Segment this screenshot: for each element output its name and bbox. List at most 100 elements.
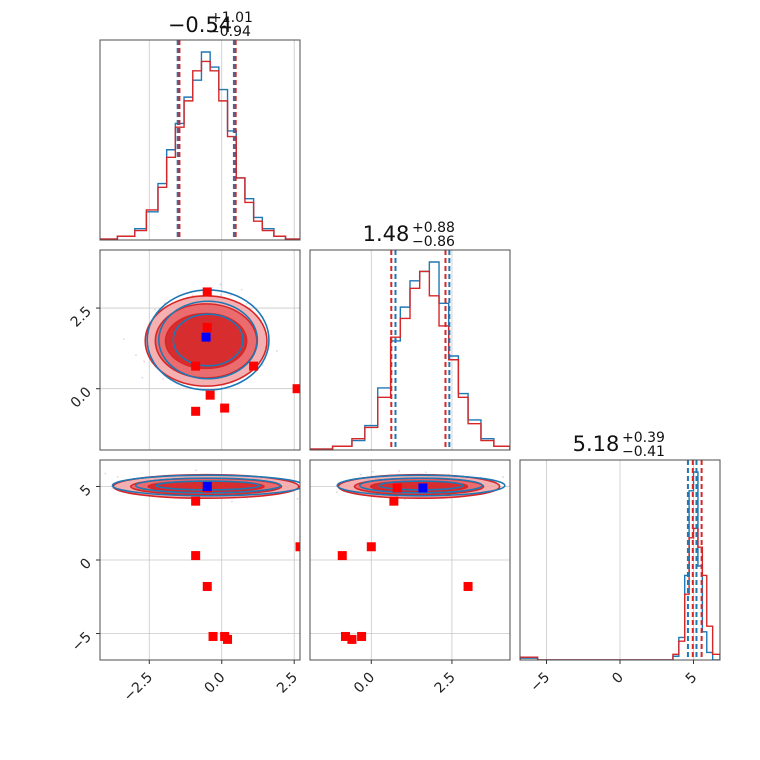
histogram-blue <box>100 51 300 240</box>
x-tick-label-param-3-2: 5 <box>683 670 701 688</box>
scatter-point <box>240 288 243 291</box>
title-param-2-median: 1.48 <box>363 222 410 246</box>
scatter-point <box>104 472 107 475</box>
x-tick-label-param-1-0: −2.5 <box>121 670 156 705</box>
contour-line-blue-1 <box>134 477 282 494</box>
scatter-point <box>111 487 114 490</box>
scatter-point <box>424 471 427 474</box>
title-param-2-minus: −0.86 <box>412 234 455 250</box>
scatter-point <box>296 497 299 500</box>
scatter-point <box>502 476 504 479</box>
scatter-point <box>143 360 146 363</box>
marker-red-2 <box>366 542 376 552</box>
histogram-red <box>310 270 510 450</box>
marker-blue-0 <box>201 332 211 342</box>
marker-red-3 <box>340 631 350 641</box>
joint-panel-param-2-vs-3 <box>310 460 510 660</box>
scatter-point <box>116 475 119 478</box>
marker-red-1 <box>337 551 347 561</box>
title-param-3-plus: +0.39 <box>622 430 665 446</box>
title-param-3-minus: −0.41 <box>622 444 665 460</box>
title-param-1-median: −0.54 <box>168 13 232 37</box>
scatter-point <box>229 294 232 297</box>
x-tick-label-param-3-1: 0 <box>609 670 627 688</box>
scatter-point <box>398 470 400 472</box>
marker-blue-0 <box>202 481 212 491</box>
x-tick-label-param-1-1: 0.0 <box>202 670 229 697</box>
marker-red-7 <box>392 483 402 493</box>
marker-red-7 <box>202 322 212 332</box>
marker-red-6 <box>292 384 300 394</box>
marker-red-1 <box>191 551 201 561</box>
scatter-point <box>276 350 278 352</box>
marker-red-1 <box>191 361 201 371</box>
marker-red-2 <box>202 581 212 591</box>
marker-red-4 <box>347 634 357 644</box>
marker-red-2 <box>205 390 215 400</box>
title-param-2-plus: +0.88 <box>412 220 455 236</box>
marginal-panel-param-1 <box>100 40 300 240</box>
scatter-point <box>194 469 197 472</box>
scatter-point <box>403 498 406 501</box>
marker-red-5 <box>249 361 259 371</box>
scatter-point <box>231 500 233 503</box>
title-param-3-median: 5.18 <box>573 432 620 456</box>
marginal-panel-param-2 <box>310 250 510 450</box>
frame-00 <box>99 39 301 241</box>
scatter-point <box>135 354 137 357</box>
scatter-point <box>245 303 248 305</box>
y-tick-label-param-3-2: 5 <box>77 482 95 500</box>
histogram-red <box>520 527 720 660</box>
x-tick-label-param-1-2: 2.5 <box>274 670 301 697</box>
y-tick-label-param-2-0: 0.0 <box>68 384 95 411</box>
scatter-point <box>93 484 95 486</box>
y-tick-label-param-3-1: 0 <box>77 556 95 574</box>
scatter-point <box>122 338 125 341</box>
marker-red-3 <box>191 406 201 416</box>
scatter-point <box>329 475 331 477</box>
marker-red-6 <box>463 581 473 591</box>
contour-line-blue-0 <box>172 313 244 367</box>
joint-panel-param-1-vs-3 <box>93 460 331 660</box>
frame-21 <box>309 459 511 661</box>
marker-red-5 <box>357 631 367 641</box>
title-param-3: 5.18 <box>573 432 620 456</box>
marker-red-0 <box>389 496 399 506</box>
joint-panel-param-1-vs-2 <box>100 250 300 450</box>
contour-line-blue-1 <box>158 300 259 380</box>
frame-11 <box>309 249 511 451</box>
scatter-point <box>219 294 222 296</box>
marginal-panel-param-3 <box>520 460 720 660</box>
marker-red-7 <box>295 542 300 552</box>
marker-red-3 <box>208 631 218 641</box>
contour-line-blue-2 <box>111 474 300 497</box>
x-tick-label-param-3-0: −5 <box>527 670 553 696</box>
contour-line-blue-1 <box>358 477 484 494</box>
marker-red-0 <box>191 496 201 506</box>
title-param-1-plus: +1.01 <box>210 10 253 26</box>
marker-red-5 <box>223 634 233 644</box>
scatter-point <box>335 491 338 494</box>
scatter-point <box>323 477 325 479</box>
scatter-point <box>162 377 164 380</box>
histogram-red <box>100 60 300 240</box>
scatter-point <box>191 294 194 297</box>
scatter-point <box>359 473 362 476</box>
y-tick-label-param-2-1: 2.5 <box>68 304 95 331</box>
marker-blue-0 <box>418 483 428 493</box>
scatter-point <box>219 283 222 286</box>
x-tick-label-param-2-1: 2.5 <box>432 670 459 697</box>
scatter-point <box>141 376 144 379</box>
scatter-point <box>154 308 156 311</box>
marker-red-0 <box>202 287 212 297</box>
x-tick-label-param-2-0: 0.0 <box>351 670 378 697</box>
frame-10 <box>99 249 301 451</box>
marker-red-4 <box>220 403 230 413</box>
scatter-point <box>371 470 374 473</box>
y-tick-label-param-3-0: −5 <box>69 629 95 655</box>
contour-line-blue-2 <box>336 474 506 497</box>
title-param-2: 1.48 <box>363 222 410 246</box>
title-param-1-minus: −0.94 <box>208 24 251 40</box>
